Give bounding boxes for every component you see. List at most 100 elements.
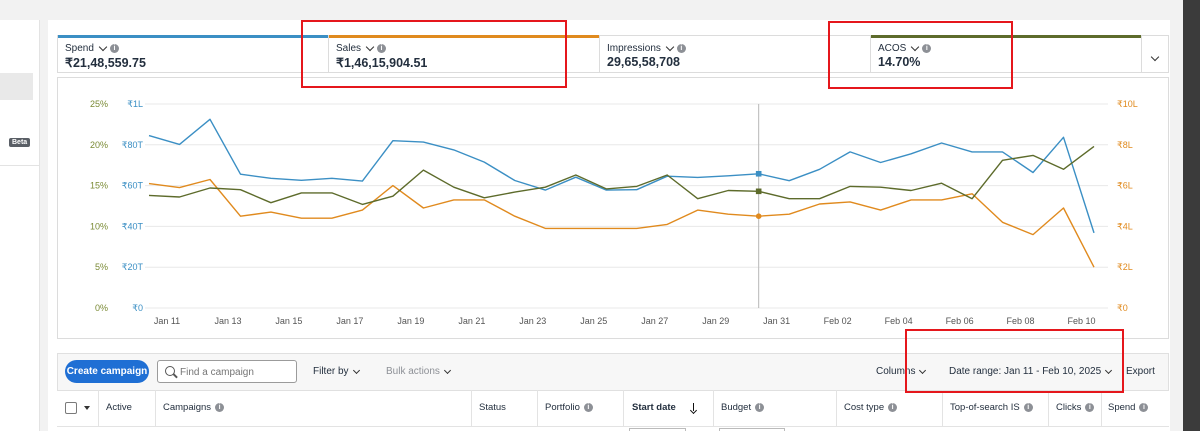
filter-by-label: Filter by bbox=[313, 366, 349, 377]
annotation-box-sales bbox=[301, 20, 567, 88]
column-header-start-date[interactable]: Start date bbox=[632, 402, 698, 413]
info-icon[interactable]: i bbox=[1023, 403, 1033, 412]
y-tick-label-acos: 0% bbox=[95, 303, 108, 313]
info-icon[interactable]: i bbox=[377, 44, 387, 53]
column-divider bbox=[713, 390, 714, 431]
metric-name: Impressions i bbox=[607, 42, 686, 54]
info-icon[interactable]: i bbox=[888, 403, 898, 412]
y-tick-label-acos: 15% bbox=[90, 181, 108, 191]
x-tick-label: Jan 29 bbox=[702, 316, 729, 326]
column-label: Status bbox=[479, 402, 506, 413]
info-icon[interactable]: i bbox=[922, 44, 932, 53]
column-label: Top-of-search IS bbox=[950, 402, 1020, 413]
column-label: Start date bbox=[632, 402, 676, 413]
create-campaign-button[interactable]: Create campaign bbox=[65, 360, 149, 383]
x-tick-label: Jan 11 bbox=[154, 316, 180, 326]
x-tick-label: Jan 15 bbox=[275, 316, 302, 326]
y-tick-label-sales: ₹6L bbox=[1117, 181, 1133, 191]
y-tick-label-spend: ₹0 bbox=[132, 303, 143, 313]
column-label: Portfolio bbox=[545, 402, 580, 413]
metric-color-bar bbox=[871, 35, 1141, 38]
x-tick-label: Feb 08 bbox=[1007, 316, 1035, 326]
column-label: Budget bbox=[721, 402, 752, 413]
column-header-top-of-search-is[interactable]: Top-of-search IS i bbox=[950, 402, 1033, 413]
column-header-portfolio[interactable]: Portfolio i bbox=[545, 402, 593, 413]
filter-by-dropdown[interactable]: Filter by bbox=[313, 366, 360, 377]
column-header-cost-type[interactable]: Cost type i bbox=[844, 402, 898, 413]
y-tick-label-spend: ₹20T bbox=[122, 262, 144, 272]
x-tick-label: Feb 02 bbox=[824, 316, 852, 326]
start-date-field[interactable] bbox=[629, 428, 686, 431]
column-header-status[interactable]: Status bbox=[479, 402, 506, 413]
chevron-down-icon bbox=[443, 366, 451, 374]
x-tick-label: Feb 10 bbox=[1068, 316, 1096, 326]
y-tick-label-sales: ₹10L bbox=[1117, 99, 1138, 109]
column-label: Clicks bbox=[1056, 402, 1082, 413]
hover-point-spend bbox=[755, 170, 762, 177]
date-range-dropdown[interactable]: Date range: Jan 11 - Feb 10, 2025 bbox=[949, 366, 1113, 377]
y-tick-label-sales: ₹8L bbox=[1117, 140, 1133, 150]
select-all-checkbox[interactable] bbox=[65, 402, 77, 414]
column-header-active[interactable]: Active bbox=[106, 402, 132, 413]
info-icon[interactable]: i bbox=[1085, 403, 1095, 412]
metric-card-spend[interactable]: Spend i ₹21,48,559.75 bbox=[58, 35, 329, 73]
info-icon[interactable]: i bbox=[755, 403, 765, 412]
series-line-spend bbox=[148, 118, 1095, 234]
left-nav-selected-item[interactable] bbox=[0, 73, 33, 100]
performance-chart[interactable]: 0% ₹0 ₹0 5% ₹20T ₹2L 10% ₹40T ₹4L 15% ₹60T ₹6L 20% ₹8… bbox=[0, 0, 1200, 340]
sort-descending-icon[interactable] bbox=[690, 402, 698, 413]
y-tick-label-acos: 20% bbox=[90, 140, 108, 150]
info-icon[interactable]: i bbox=[676, 44, 686, 53]
column-label: Campaigns bbox=[163, 402, 212, 413]
y-tick-label-sales: ₹0 bbox=[1117, 303, 1128, 313]
column-header-spend[interactable]: Spend i bbox=[1108, 402, 1149, 413]
info-icon[interactable]: i bbox=[109, 44, 119, 53]
x-tick-label: Jan 21 bbox=[458, 316, 485, 326]
x-tick-label: Jan 17 bbox=[336, 316, 363, 326]
column-header-budget[interactable]: Budget i bbox=[721, 402, 765, 413]
metric-value: 14.70% bbox=[878, 55, 921, 69]
y-tick-label-spend: ₹60T bbox=[122, 181, 144, 191]
y-tick-label-sales: ₹2L bbox=[1117, 262, 1133, 272]
column-divider bbox=[537, 390, 538, 431]
bulk-actions-label: Bulk actions bbox=[386, 366, 440, 377]
metric-card-impressions[interactable]: Impressions i 29,65,58,708 bbox=[600, 36, 871, 73]
info-icon[interactable]: i bbox=[215, 403, 225, 412]
x-tick-label: Jan 19 bbox=[397, 316, 424, 326]
table-row bbox=[57, 426, 1169, 431]
columns-dropdown[interactable]: Columns bbox=[876, 366, 927, 377]
columns-label: Columns bbox=[876, 366, 916, 377]
y-tick-label-acos: 5% bbox=[95, 262, 108, 272]
beta-badge: Beta bbox=[9, 138, 31, 147]
chart-panel bbox=[57, 77, 1169, 339]
metric-card-sales[interactable]: Sales i ₹1,46,15,904.51 bbox=[329, 35, 600, 73]
hover-point-acos bbox=[755, 188, 762, 195]
column-divider bbox=[1048, 390, 1049, 431]
metric-cards: Spend i ₹21,48,559.75 Sales i ₹1,46,15,904… bbox=[57, 35, 1169, 73]
column-label: Spend bbox=[1108, 402, 1136, 413]
column-header-campaigns[interactable]: Campaigns i bbox=[163, 402, 225, 413]
series-line-acos bbox=[148, 145, 1095, 206]
metric-label: Impressions bbox=[607, 43, 661, 54]
metric-card-acos[interactable]: ACOS i 14.70% bbox=[871, 35, 1142, 73]
info-icon[interactable]: i bbox=[583, 403, 593, 412]
scrollbar[interactable] bbox=[1183, 0, 1200, 431]
y-tick-label-spend: ₹1L bbox=[127, 99, 143, 109]
budget-field[interactable] bbox=[719, 428, 785, 431]
metric-value: ₹1,46,15,904.51 bbox=[336, 56, 428, 70]
y-tick-label-spend: ₹80T bbox=[122, 140, 144, 150]
search-input[interactable] bbox=[180, 364, 292, 380]
y-tick-label-acos: 10% bbox=[90, 221, 108, 231]
x-tick-label: Jan 25 bbox=[580, 316, 607, 326]
x-tick-label: Jan 23 bbox=[519, 316, 546, 326]
column-header-clicks[interactable]: Clicks i bbox=[1056, 402, 1095, 413]
info-icon[interactable]: i bbox=[1139, 403, 1149, 412]
bulk-actions-dropdown[interactable]: Bulk actions bbox=[386, 366, 451, 377]
x-tick-label: Feb 04 bbox=[885, 316, 913, 326]
campaign-search[interactable] bbox=[157, 360, 297, 383]
metric-name: ACOS i bbox=[878, 42, 932, 54]
caret-down-icon[interactable] bbox=[84, 406, 90, 410]
column-divider bbox=[155, 390, 156, 431]
export-button[interactable]: Export bbox=[1126, 366, 1155, 377]
date-range-label: Date range: Jan 11 - Feb 10, 2025 bbox=[949, 366, 1102, 377]
